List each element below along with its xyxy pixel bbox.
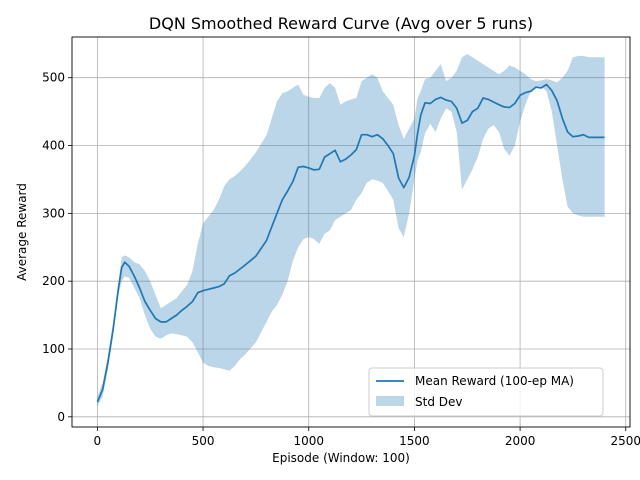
y-tick-label: 300: [42, 206, 65, 220]
x-axis: 0 500 1000 1500 2000 2500: [94, 427, 640, 448]
x-tick-label: 500: [192, 434, 215, 448]
legend: Mean Reward (100-ep MA) Std Dev: [368, 367, 604, 417]
y-axis-label: Average Reward: [15, 183, 29, 281]
y-axis: 0 100 200 300 400 500: [42, 71, 72, 424]
x-tick-label: 1500: [399, 434, 430, 448]
plot-frame: [71, 36, 631, 428]
std-dev-band: [97, 54, 605, 407]
y-tick-label: 400: [42, 139, 65, 153]
x-tick-label: 0: [94, 434, 102, 448]
y-tick-label: 200: [42, 274, 65, 288]
y-tick-label: 500: [42, 71, 65, 85]
legend-label-mean: Mean Reward (100-ep MA): [415, 374, 574, 388]
x-axis-label: Episode (Window: 100): [272, 451, 410, 465]
y-tick-label: 0: [57, 410, 65, 424]
y-tick-label: 100: [42, 342, 65, 356]
chart-title: DQN Smoothed Reward Curve (Avg over 5 ru…: [149, 14, 533, 33]
x-tick-label: 2500: [610, 434, 640, 448]
legend-label-std: Std Dev: [415, 395, 462, 409]
x-tick-label: 2000: [505, 434, 536, 448]
x-tick-label: 1000: [293, 434, 324, 448]
grid: [72, 37, 630, 427]
mean-reward-line: [96, 83, 605, 403]
legend-band-swatch: [376, 396, 404, 406]
legend-box: [368, 367, 604, 417]
